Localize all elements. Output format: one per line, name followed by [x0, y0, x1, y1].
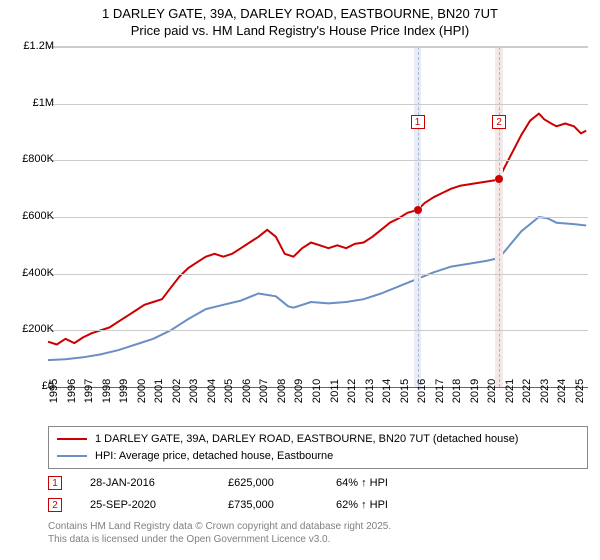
legend-swatch-price-paid [57, 438, 87, 440]
x-tick-label: 2014 [381, 379, 393, 403]
x-tick-label: 2024 [556, 379, 568, 403]
x-tick-label: 2008 [276, 379, 288, 403]
legend-swatch-hpi [57, 455, 87, 457]
sales-price: £735,000 [228, 499, 308, 511]
x-tick-label: 2013 [364, 379, 376, 403]
x-tick-label: 2006 [241, 379, 253, 403]
x-tick-label: 2005 [223, 379, 235, 403]
x-tick-label: 2017 [434, 379, 446, 403]
sales-row: 1 28-JAN-2016 £625,000 64% ↑ HPI [48, 472, 436, 494]
x-tick-label: 2007 [258, 379, 270, 403]
sale-point [495, 175, 503, 183]
x-tick-label: 2016 [416, 379, 428, 403]
title-line-2: Price paid vs. HM Land Registry's House … [8, 23, 592, 40]
sale-marker-box: 1 [411, 115, 425, 129]
sale-marker-box: 2 [492, 115, 506, 129]
x-tick-label: 2025 [574, 379, 586, 403]
x-tick-label: 1999 [118, 379, 130, 403]
legend-label-hpi: HPI: Average price, detached house, East… [95, 448, 333, 465]
x-tick-label: 2023 [539, 379, 551, 403]
x-tick-label: 2015 [399, 379, 411, 403]
y-tick-label: £1.2M [10, 40, 54, 52]
y-tick-label: £400K [10, 267, 54, 279]
x-tick-label: 2021 [504, 379, 516, 403]
chart-plot-area: 1995199619971998199920002001200220032004… [48, 46, 588, 386]
line-hpi [48, 217, 586, 360]
legend-label-price-paid: 1 DARLEY GATE, 39A, DARLEY ROAD, EASTBOU… [95, 431, 518, 448]
y-tick-label: £800K [10, 153, 54, 165]
x-tick-label: 2020 [486, 379, 498, 403]
x-tick-label: 1998 [101, 379, 113, 403]
chart-container: 1 DARLEY GATE, 39A, DARLEY ROAD, EASTBOU… [0, 0, 600, 560]
sales-date: 28-JAN-2016 [90, 477, 200, 489]
x-tick-label: 2004 [206, 379, 218, 403]
y-tick-label: £0 [10, 380, 54, 392]
x-tick-label: 2001 [153, 379, 165, 403]
x-tick-label: 2018 [451, 379, 463, 403]
x-tick-label: 2022 [521, 379, 533, 403]
sales-date: 25-SEP-2020 [90, 499, 200, 511]
sales-delta: 64% ↑ HPI [336, 477, 436, 489]
x-tick-label: 1997 [83, 379, 95, 403]
y-tick-label: £200K [10, 323, 54, 335]
x-tick-label: 2003 [188, 379, 200, 403]
x-tick-label: 2000 [136, 379, 148, 403]
footer-line-2: This data is licensed under the Open Gov… [48, 533, 391, 546]
y-gridline [48, 217, 588, 218]
footer-attribution: Contains HM Land Registry data © Crown c… [48, 520, 391, 546]
line-price-paid [48, 114, 586, 345]
sale-point [414, 206, 422, 214]
footer-line-1: Contains HM Land Registry data © Crown c… [48, 520, 391, 533]
y-tick-label: £600K [10, 210, 54, 222]
x-tick-label: 1996 [66, 379, 78, 403]
x-tick-label: 2019 [469, 379, 481, 403]
sales-index-box: 1 [48, 476, 62, 490]
x-tick-label: 2002 [171, 379, 183, 403]
title-block: 1 DARLEY GATE, 39A, DARLEY ROAD, EASTBOU… [0, 0, 600, 42]
legend-row-hpi: HPI: Average price, detached house, East… [57, 448, 579, 465]
x-tick-label: 2012 [346, 379, 358, 403]
y-gridline [48, 330, 588, 331]
x-tick-label: 2009 [293, 379, 305, 403]
title-line-1: 1 DARLEY GATE, 39A, DARLEY ROAD, EASTBOU… [8, 6, 592, 23]
y-gridline [48, 104, 588, 105]
y-gridline [48, 274, 588, 275]
sales-table: 1 28-JAN-2016 £625,000 64% ↑ HPI 2 25-SEP-202… [48, 472, 436, 516]
legend-box: 1 DARLEY GATE, 39A, DARLEY ROAD, EASTBOU… [48, 426, 588, 469]
y-gridline [48, 160, 588, 161]
sales-index-box: 2 [48, 498, 62, 512]
x-tick-label: 2010 [311, 379, 323, 403]
sales-price: £625,000 [228, 477, 308, 489]
sales-row: 2 25-SEP-2020 £735,000 62% ↑ HPI [48, 494, 436, 516]
y-tick-label: £1M [10, 97, 54, 109]
legend-row-price-paid: 1 DARLEY GATE, 39A, DARLEY ROAD, EASTBOU… [57, 431, 579, 448]
y-gridline [48, 47, 588, 48]
x-tick-label: 2011 [329, 379, 341, 403]
sales-delta: 62% ↑ HPI [336, 499, 436, 511]
